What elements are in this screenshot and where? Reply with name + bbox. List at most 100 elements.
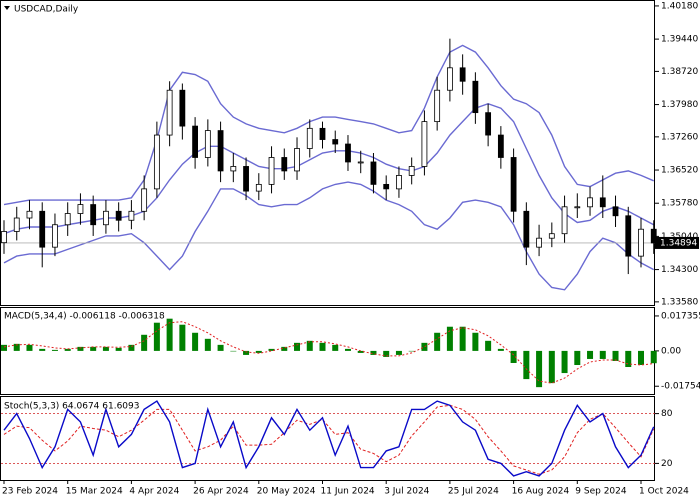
- macd-bar: [217, 344, 224, 351]
- macd-bar: [1, 344, 7, 351]
- macd-bar: [485, 340, 492, 351]
- macd-bar: [294, 342, 301, 351]
- y-tick-label: -0.017542: [661, 382, 700, 392]
- candle-body: [625, 215, 632, 257]
- macd-panel: [0, 307, 655, 395]
- symbol-menu-icon: [4, 6, 10, 10]
- macd-bar: [230, 350, 237, 352]
- macd-bar: [561, 350, 568, 374]
- candle-body: [255, 183, 262, 192]
- macd-bar: [434, 332, 441, 351]
- macd-bar: [281, 346, 288, 351]
- macd-bar: [128, 344, 135, 351]
- macd-bar: [141, 334, 148, 351]
- macd-bar: [612, 350, 619, 361]
- macd-bar: [599, 350, 606, 359]
- candle-body: [523, 210, 530, 248]
- candle-body: [357, 161, 364, 164]
- candle-body: [77, 204, 84, 214]
- candle-body: [561, 206, 568, 235]
- macd-bar: [472, 332, 479, 351]
- candle-body: [472, 80, 479, 114]
- macd-bar: [536, 350, 543, 388]
- candle-body: [408, 166, 415, 176]
- candle-body: [319, 127, 326, 140]
- last-price-box: [655, 236, 699, 249]
- candle-body: [574, 206, 581, 209]
- y-tick-label: 1.37260: [661, 132, 698, 142]
- candle-body: [446, 67, 453, 91]
- macd-bar: [459, 326, 466, 351]
- candle-body: [536, 237, 542, 248]
- candle-body: [243, 166, 249, 192]
- macd-bar: [319, 342, 326, 351]
- macd-bar: [26, 344, 33, 351]
- y-tick-label: 1.35040: [661, 232, 698, 242]
- macd-bar: [115, 347, 122, 351]
- stoch-panel: [0, 396, 655, 481]
- candle-body: [587, 197, 593, 208]
- y-tick-label: 1.40180: [661, 1, 698, 11]
- x-tick-label: 16 Aug 2024: [512, 487, 570, 497]
- candle-body: [294, 148, 300, 172]
- candle-body: [179, 89, 186, 127]
- macd-signal: [3, 321, 654, 384]
- x-tick-label: 23 Feb 2024: [2, 487, 58, 497]
- macd-bar: [166, 318, 173, 351]
- x-tick-label: 20 May 2024: [257, 487, 316, 497]
- macd-bar: [510, 350, 517, 363]
- candle-body: [1, 231, 7, 244]
- x-tick-label: 1 Oct 2024: [639, 487, 689, 497]
- macd-bar: [268, 348, 275, 351]
- macd-bar: [332, 344, 339, 351]
- macd-bar: [497, 348, 504, 351]
- candle-body: [64, 213, 71, 226]
- macd-bar: [370, 350, 377, 355]
- candle-body: [128, 210, 135, 221]
- candle-body: [638, 228, 644, 257]
- candle-body: [268, 157, 275, 185]
- y-tick-label: 1.35780: [661, 199, 698, 209]
- macd-bar: [77, 346, 84, 351]
- stoch-main: [3, 400, 655, 477]
- candle-body: [650, 228, 657, 244]
- y-tick-label: 1.34300: [661, 265, 698, 275]
- candle-body: [370, 161, 377, 185]
- x-tick-label: 15 Mar 2024: [66, 487, 123, 497]
- candle-body: [599, 197, 606, 208]
- candle-body: [612, 206, 619, 217]
- candle-body: [13, 217, 20, 232]
- y-tick-label: 0.00: [661, 346, 681, 356]
- macd-bar: [625, 350, 632, 368]
- macd-bar: [344, 348, 351, 351]
- candle-body: [217, 130, 224, 172]
- candle-body: [396, 175, 402, 190]
- x-tick-label: 26 Apr 2024: [193, 487, 249, 497]
- macd-bar: [64, 348, 71, 351]
- candle-body: [39, 210, 46, 248]
- macd-bar: [408, 350, 415, 352]
- macd-bar: [306, 340, 313, 351]
- x-tick-label: 4 Apr 2024: [129, 487, 179, 497]
- x-tick-label: 11 Jun 2024: [321, 487, 375, 497]
- candle-body: [103, 210, 109, 226]
- x-tick-label: 9 Sep 2024: [575, 487, 627, 497]
- candle-body: [153, 134, 160, 190]
- y-tick-label: 1.39440: [661, 35, 698, 45]
- macd-bar: [204, 338, 211, 351]
- macd-bar: [357, 350, 364, 353]
- candle-body: [192, 125, 199, 158]
- candle-body: [459, 67, 466, 82]
- candle-body: [548, 233, 555, 239]
- candle-body: [141, 188, 148, 212]
- candle-body: [306, 127, 313, 149]
- y-tick-label: 0.017355: [661, 311, 700, 321]
- candle-body: [434, 89, 441, 123]
- bollinger-middle: [3, 102, 655, 235]
- y-tick-label: 1.38720: [661, 67, 698, 77]
- y-tick-label: 80: [661, 409, 673, 419]
- macd-title: MACD(5,34,4) -0.006118 -0.006318: [4, 312, 165, 322]
- candle-body: [383, 183, 390, 190]
- macd-bar: [179, 324, 186, 351]
